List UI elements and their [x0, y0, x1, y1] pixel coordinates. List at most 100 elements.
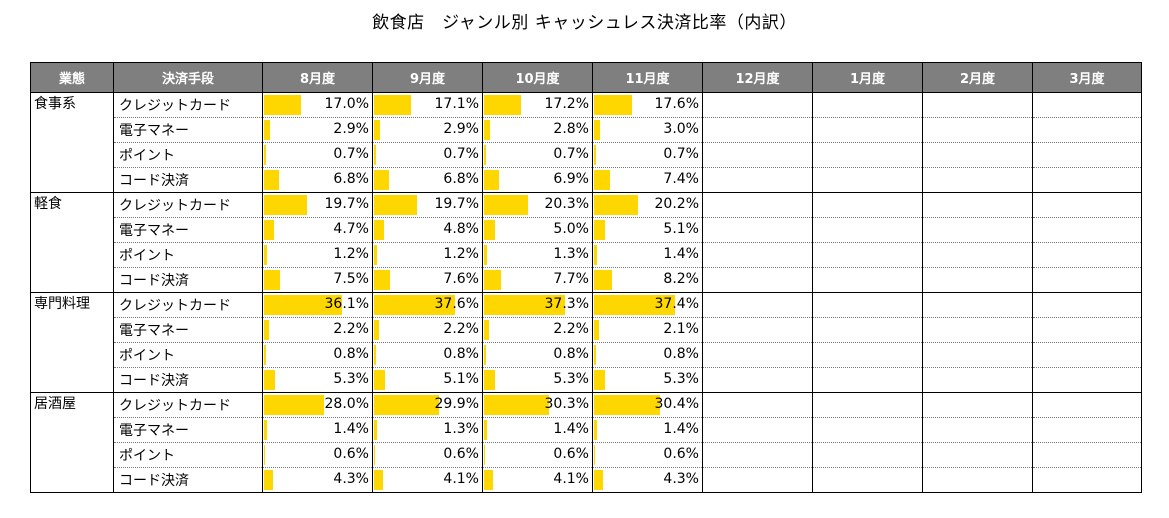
value-label: 37.6% — [434, 296, 479, 312]
table-row: コード決済 6.8% 6.8% 6.9% 7.4% — [31, 167, 1142, 193]
value-cell: 1.4% — [262, 417, 373, 443]
method-cell: クレジットカード — [113, 392, 263, 418]
data-bar — [594, 220, 605, 240]
value-label: 6.8% — [443, 171, 479, 187]
value-cell — [1032, 192, 1142, 218]
value-cell — [922, 467, 1033, 493]
value-cell: 6.9% — [482, 167, 593, 193]
value-cell — [1032, 142, 1142, 168]
value-cell: 0.6% — [482, 442, 593, 468]
value-cell — [812, 267, 923, 293]
value-cell: 5.1% — [372, 367, 483, 393]
value-cell — [922, 167, 1033, 193]
data-bar — [264, 170, 279, 190]
data-bar — [484, 195, 528, 215]
value-cell — [702, 92, 813, 118]
value-cell: 2.2% — [372, 317, 483, 343]
value-cell: 37.6% — [372, 292, 483, 318]
data-bar — [264, 345, 266, 365]
value-label: 20.2% — [654, 196, 699, 212]
value-cell — [812, 467, 923, 493]
table-row: 電子マネー 4.7% 4.8% 5.0% 5.1% — [31, 217, 1142, 243]
value-cell — [702, 442, 813, 468]
value-cell — [702, 117, 813, 143]
value-label: 4.1% — [443, 471, 479, 487]
value-label: 5.1% — [663, 221, 699, 237]
data-bar — [264, 370, 275, 390]
table-row: 居酒屋 クレジットカード 28.0% 29.9% 30.3% 30.4% — [30, 392, 1142, 493]
value-cell: 20.2% — [592, 192, 703, 218]
value-cell — [812, 92, 923, 118]
category-cell: 軽食 — [30, 192, 114, 293]
value-cell — [1032, 167, 1142, 193]
value-label: 1.3% — [553, 246, 589, 262]
category-cell: 居酒屋 — [30, 392, 114, 493]
column-header: 9月度 — [372, 62, 483, 93]
method-cell: ポイント — [113, 142, 263, 168]
value-cell — [922, 192, 1033, 218]
value-label: 0.7% — [553, 146, 589, 162]
value-cell — [812, 242, 923, 268]
value-cell: 4.3% — [592, 467, 703, 493]
value-label: 37.3% — [544, 296, 589, 312]
value-cell: 5.0% — [482, 217, 593, 243]
value-label: 20.3% — [544, 196, 589, 212]
data-bar — [374, 170, 389, 190]
method-cell: 電子マネー — [113, 217, 263, 243]
data-bar — [594, 320, 599, 340]
value-cell — [812, 217, 923, 243]
table-row: コード決済 5.3% 5.1% 5.3% 5.3% — [31, 367, 1142, 393]
value-cell — [702, 167, 813, 193]
value-cell — [702, 367, 813, 393]
data-bar — [484, 470, 493, 490]
value-cell: 17.6% — [592, 92, 703, 118]
value-label: 1.3% — [443, 421, 479, 437]
value-cell — [1032, 267, 1142, 293]
data-bar — [264, 470, 273, 490]
value-cell: 8.2% — [592, 267, 703, 293]
value-label: 4.3% — [663, 471, 699, 487]
data-bar — [484, 295, 565, 315]
category-cell: 専門料理 — [30, 292, 114, 393]
table-row: 電子マネー 2.9% 2.9% 2.8% 3.0% — [31, 117, 1142, 143]
data-bar — [484, 370, 495, 390]
value-label: 7.7% — [553, 271, 589, 287]
value-cell: 37.4% — [592, 292, 703, 318]
value-cell: 2.2% — [262, 317, 373, 343]
data-bar — [594, 95, 632, 115]
value-cell: 6.8% — [372, 167, 483, 193]
value-cell — [922, 92, 1033, 118]
value-cell — [1032, 217, 1142, 243]
method-cell: コード決済 — [113, 467, 263, 493]
column-header: 11月度 — [592, 62, 703, 93]
value-label: 4.7% — [333, 221, 369, 237]
payment-ratio-table: 業態 決済手段 8月度 9月度 10月度 11月度 12月度 1月度 2月度 3月度 食事系 クレジ… — [30, 62, 1142, 493]
method-cell: 電子マネー — [113, 417, 263, 443]
value-cell — [1032, 467, 1142, 493]
value-label: 2.1% — [663, 321, 699, 337]
value-cell: 7.5% — [262, 267, 373, 293]
data-bar — [374, 220, 384, 240]
column-header: 決済手段 — [113, 62, 263, 93]
value-cell: 5.3% — [592, 367, 703, 393]
value-label: 8.2% — [663, 271, 699, 287]
column-header: 業態 — [30, 62, 114, 93]
method-cell: ポイント — [113, 442, 263, 468]
value-cell: 2.9% — [372, 117, 483, 143]
value-cell: 3.0% — [592, 117, 703, 143]
value-cell: 1.2% — [262, 242, 373, 268]
method-cell: 電子マネー — [113, 117, 263, 143]
category-cell: 食事系 — [30, 92, 114, 193]
value-cell: 28.0% — [262, 392, 373, 418]
data-bar — [594, 170, 610, 190]
value-cell: 1.4% — [592, 417, 703, 443]
value-cell — [1032, 417, 1142, 443]
data-bar — [264, 120, 270, 140]
value-cell — [812, 317, 923, 343]
value-cell: 5.3% — [262, 367, 373, 393]
value-cell: 0.7% — [482, 142, 593, 168]
data-bar — [264, 245, 267, 265]
value-label: 3.0% — [663, 121, 699, 137]
value-cell — [702, 342, 813, 368]
table-row: 軽食 クレジットカード 19.7% 19.7% 20.3% 20.2% — [30, 192, 1142, 293]
